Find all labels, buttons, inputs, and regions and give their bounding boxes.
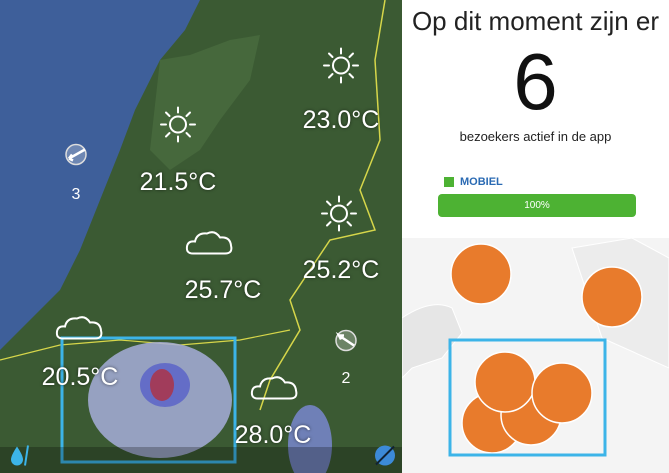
visitor-marker [474, 351, 536, 413]
visitor-subtitle: bezoekers actief in de app [459, 129, 612, 144]
visitor-marker [531, 362, 593, 424]
wind-speed-label: 3 [71, 186, 81, 203]
selection-rectangle [448, 338, 607, 457]
legend-mobiel: MOBIEL [444, 176, 503, 188]
temperature-label: 23.0°C [302, 106, 380, 134]
wind-direction-icon [334, 329, 358, 358]
temperature-label: 25.2°C [302, 256, 380, 284]
visitor-marker [450, 243, 512, 305]
temperature-label: 21.5°C [139, 168, 217, 196]
wind-direction-icon [64, 143, 88, 172]
wind-layer-icon[interactable] [373, 444, 397, 473]
visitor-marker [581, 266, 643, 328]
wind-speed-label: 2 [341, 370, 351, 387]
visitors-panel: Op dit moment zijn er 6 bezoekers actief… [402, 0, 669, 238]
temperature-label: 28.0°C [234, 421, 312, 449]
visitor-count: 6 [513, 37, 558, 126]
temperature-label: 20.5°C [41, 363, 119, 391]
legend-label: MOBIEL [460, 176, 503, 188]
legend-swatch [444, 177, 454, 187]
cloud-icon [55, 313, 105, 348]
selection-rectangle [60, 336, 237, 464]
rain-layer-icon[interactable] [8, 444, 32, 473]
weather-map[interactable]: 21.5°C 23.0°C 25.2°C 25.7°C 20.5°C 28.0°… [0, 0, 402, 473]
progress-bar: 100% [438, 194, 636, 217]
sun-icon [319, 194, 359, 239]
visitor-map[interactable] [402, 238, 669, 473]
cloud-icon [185, 228, 235, 263]
panel-title: Op dit moment zijn er [411, 6, 660, 36]
sun-icon [321, 46, 361, 91]
temperature-label: 25.7°C [184, 276, 262, 304]
sun-icon [158, 105, 198, 150]
map-toolbar [0, 447, 402, 473]
progress-label: 100% [524, 200, 550, 211]
cloud-icon [250, 373, 300, 408]
